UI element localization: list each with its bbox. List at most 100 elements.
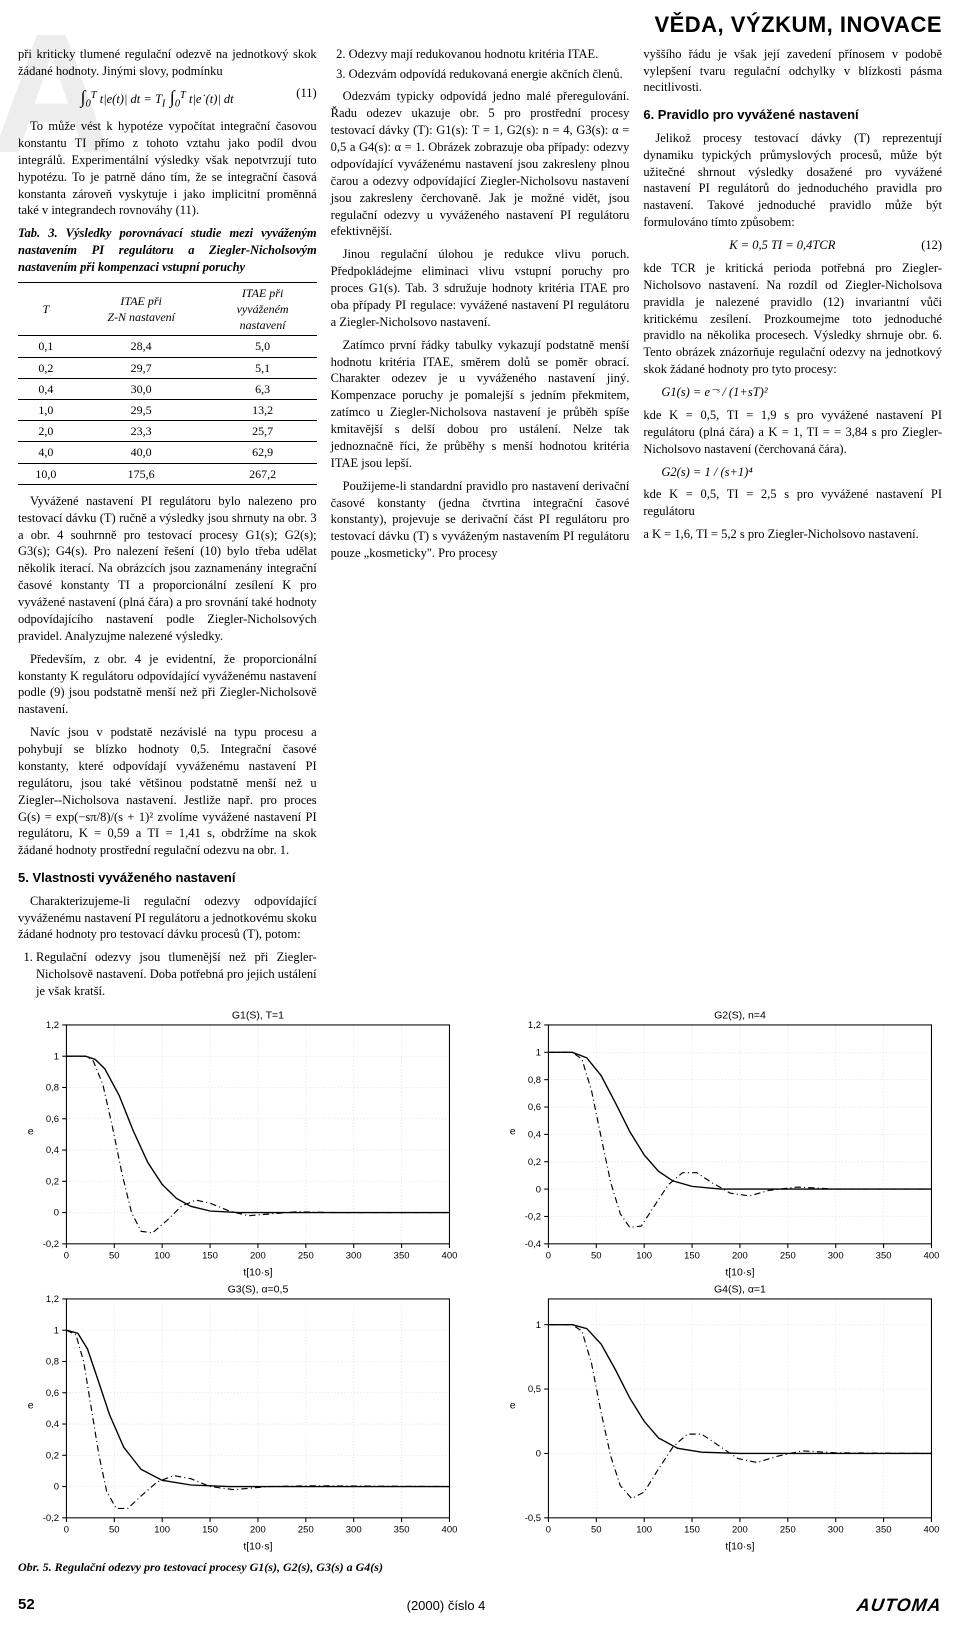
formula-g2: G2(s) = 1 / (s+1)⁴ bbox=[661, 464, 942, 481]
table-row: 0,430,06,3 bbox=[18, 378, 317, 399]
equation-11: ∫0T t|e(t)| dt = TI ∫0T t|e˙(t)| dt (11) bbox=[18, 85, 317, 112]
svg-text:0,4: 0,4 bbox=[528, 1129, 541, 1140]
chart-g4: 050100150200250300350400-0,500,51t[10·s]… bbox=[500, 1280, 942, 1554]
page-number: 52 bbox=[18, 1595, 35, 1615]
svg-text:350: 350 bbox=[876, 1250, 892, 1261]
heading-5: 5. Vlastnosti vyváženého nastavení bbox=[18, 869, 317, 887]
table-3: T ITAE při Z-N nastavení ITAE při vyváže… bbox=[18, 282, 317, 485]
svg-text:0,8: 0,8 bbox=[46, 1356, 59, 1367]
svg-text:G4(S), α=1: G4(S), α=1 bbox=[714, 1283, 766, 1295]
svg-text:t[10·s]: t[10·s] bbox=[243, 1266, 272, 1278]
svg-text:50: 50 bbox=[591, 1524, 602, 1535]
issue-label: (2000) číslo 4 bbox=[35, 1597, 858, 1615]
svg-text:t[10·s]: t[10·s] bbox=[725, 1540, 754, 1552]
svg-text:250: 250 bbox=[780, 1524, 796, 1535]
svg-text:100: 100 bbox=[154, 1524, 170, 1535]
svg-text:100: 100 bbox=[154, 1250, 170, 1261]
svg-text:-0,5: -0,5 bbox=[525, 1513, 541, 1524]
svg-text:t[10·s]: t[10·s] bbox=[725, 1266, 754, 1278]
c2-p4: Použijeme-li standardní pravidlo pro nas… bbox=[331, 478, 630, 562]
svg-text:200: 200 bbox=[732, 1250, 748, 1261]
figure-5-caption: Obr. 5. Regulační odezvy pro testovací p… bbox=[18, 1559, 942, 1575]
c3-p4: kde K = 0,5, TI = 1,9 s pro vyvážené nas… bbox=[643, 407, 942, 458]
svg-text:50: 50 bbox=[109, 1250, 120, 1261]
heading-6: 6. Pravidlo pro vyvážené nastavení bbox=[643, 106, 942, 124]
svg-text:400: 400 bbox=[442, 1250, 458, 1261]
svg-text:0,2: 0,2 bbox=[46, 1176, 59, 1187]
svg-text:0,2: 0,2 bbox=[46, 1450, 59, 1461]
c1-p3: Vyvážené nastavení PI regulátoru bylo na… bbox=[18, 493, 317, 645]
th-T: T bbox=[18, 282, 74, 336]
c3-p6: a K = 1,6, TI = 5,2 s pro Ziegler-Nichol… bbox=[643, 526, 942, 543]
svg-text:1,2: 1,2 bbox=[46, 1020, 59, 1031]
svg-text:200: 200 bbox=[732, 1524, 748, 1535]
svg-text:0,8: 0,8 bbox=[46, 1083, 59, 1094]
svg-text:50: 50 bbox=[109, 1524, 120, 1535]
c1-p1: při kriticky tlumené regulační odezvě na… bbox=[18, 46, 317, 80]
list-item: Odezvám odpovídá redukovaná energie akčn… bbox=[349, 66, 630, 83]
svg-text:G2(S), n=4: G2(S), n=4 bbox=[714, 1010, 766, 1022]
figure-5: 050100150200250300350400-0,200,20,40,60,… bbox=[0, 1006, 960, 1585]
svg-text:150: 150 bbox=[684, 1250, 700, 1261]
chart-g3: 050100150200250300350400-0,200,20,40,60,… bbox=[18, 1280, 460, 1554]
journal-logo: AUTOMA bbox=[856, 1593, 944, 1617]
svg-text:0,6: 0,6 bbox=[528, 1102, 541, 1113]
svg-text:-0,4: -0,4 bbox=[525, 1239, 541, 1250]
svg-text:300: 300 bbox=[346, 1250, 362, 1261]
svg-text:150: 150 bbox=[684, 1524, 700, 1535]
c2-p2: Jinou regulační úlohou je redukce vlivu … bbox=[331, 246, 630, 330]
svg-text:250: 250 bbox=[780, 1250, 796, 1261]
svg-text:G1(S), T=1: G1(S), T=1 bbox=[232, 1010, 284, 1022]
svg-text:0: 0 bbox=[546, 1524, 551, 1535]
c3-p1: vyššího řádu je však její zavedení příno… bbox=[643, 46, 942, 97]
table-row: 4,040,062,9 bbox=[18, 442, 317, 463]
page-footer: 52 (2000) číslo 4 AUTOMA bbox=[0, 1585, 960, 1625]
c1-p5: Navíc jsou v podstatě nezávislé na typu … bbox=[18, 724, 317, 859]
table-3-title: Tab. 3. Výsledky porovnávací studie mezi… bbox=[18, 225, 317, 276]
svg-text:250: 250 bbox=[298, 1524, 314, 1535]
svg-text:250: 250 bbox=[298, 1250, 314, 1261]
table-row: 10,0175,6267,2 bbox=[18, 463, 317, 484]
svg-text:400: 400 bbox=[442, 1524, 458, 1535]
chart-g1: 050100150200250300350400-0,200,20,40,60,… bbox=[18, 1006, 460, 1280]
svg-text:0,6: 0,6 bbox=[46, 1387, 59, 1398]
svg-text:0: 0 bbox=[536, 1448, 541, 1459]
svg-text:e: e bbox=[28, 1125, 34, 1137]
svg-text:400: 400 bbox=[924, 1524, 940, 1535]
list-item: Regulační odezvy jsou tlumenější než při… bbox=[36, 949, 317, 1000]
table-row: T ITAE při Z-N nastavení ITAE při vyváže… bbox=[18, 282, 317, 336]
svg-text:0,4: 0,4 bbox=[46, 1145, 59, 1156]
formula-g1: G1(s) = e⁻ˢ / (1+sT)² bbox=[661, 384, 942, 401]
svg-text:150: 150 bbox=[202, 1250, 218, 1261]
svg-text:350: 350 bbox=[394, 1524, 410, 1535]
chart-g2: 050100150200250300350400-0,4-0,200,20,40… bbox=[500, 1006, 942, 1280]
svg-text:0,6: 0,6 bbox=[46, 1114, 59, 1125]
numbered-list-2: Odezvy mají redukovanou hodnotu kritéria… bbox=[331, 46, 630, 83]
svg-text:-0,2: -0,2 bbox=[525, 1212, 541, 1223]
svg-text:200: 200 bbox=[250, 1250, 266, 1261]
svg-text:0,8: 0,8 bbox=[528, 1075, 541, 1086]
svg-text:0,5: 0,5 bbox=[528, 1384, 541, 1395]
section-title: VĚDA, VÝZKUM, INOVACE bbox=[654, 10, 942, 40]
svg-text:-0,2: -0,2 bbox=[43, 1513, 59, 1524]
svg-text:G3(S), α=0,5: G3(S), α=0,5 bbox=[228, 1283, 289, 1295]
column-1: při kriticky tlumené regulační odezvě na… bbox=[18, 46, 317, 1006]
svg-text:100: 100 bbox=[636, 1250, 652, 1261]
svg-text:0,4: 0,4 bbox=[46, 1419, 59, 1430]
svg-text:t[10·s]: t[10·s] bbox=[243, 1540, 272, 1552]
c1-p2: To může vést k hypotéze vypočítat integr… bbox=[18, 118, 317, 219]
table-row: 0,229,75,1 bbox=[18, 357, 317, 378]
svg-text:350: 350 bbox=[394, 1250, 410, 1261]
list-item: Odezvy mají redukovanou hodnotu kritéria… bbox=[349, 46, 630, 63]
svg-text:300: 300 bbox=[828, 1250, 844, 1261]
column-2: Odezvy mají redukovanou hodnotu kritéria… bbox=[331, 46, 630, 1006]
svg-text:1,2: 1,2 bbox=[46, 1294, 59, 1305]
svg-text:0: 0 bbox=[64, 1250, 69, 1261]
svg-text:50: 50 bbox=[591, 1250, 602, 1261]
svg-text:300: 300 bbox=[828, 1524, 844, 1535]
c3-p5: kde K = 0,5, TI = 2,5 s pro vyvážené nas… bbox=[643, 486, 942, 520]
svg-text:1: 1 bbox=[536, 1047, 541, 1058]
svg-text:1,2: 1,2 bbox=[528, 1020, 541, 1031]
th-zn: ITAE při Z-N nastavení bbox=[74, 282, 209, 336]
c2-p3: Zatímco první řádky tabulky vykazují pod… bbox=[331, 337, 630, 472]
